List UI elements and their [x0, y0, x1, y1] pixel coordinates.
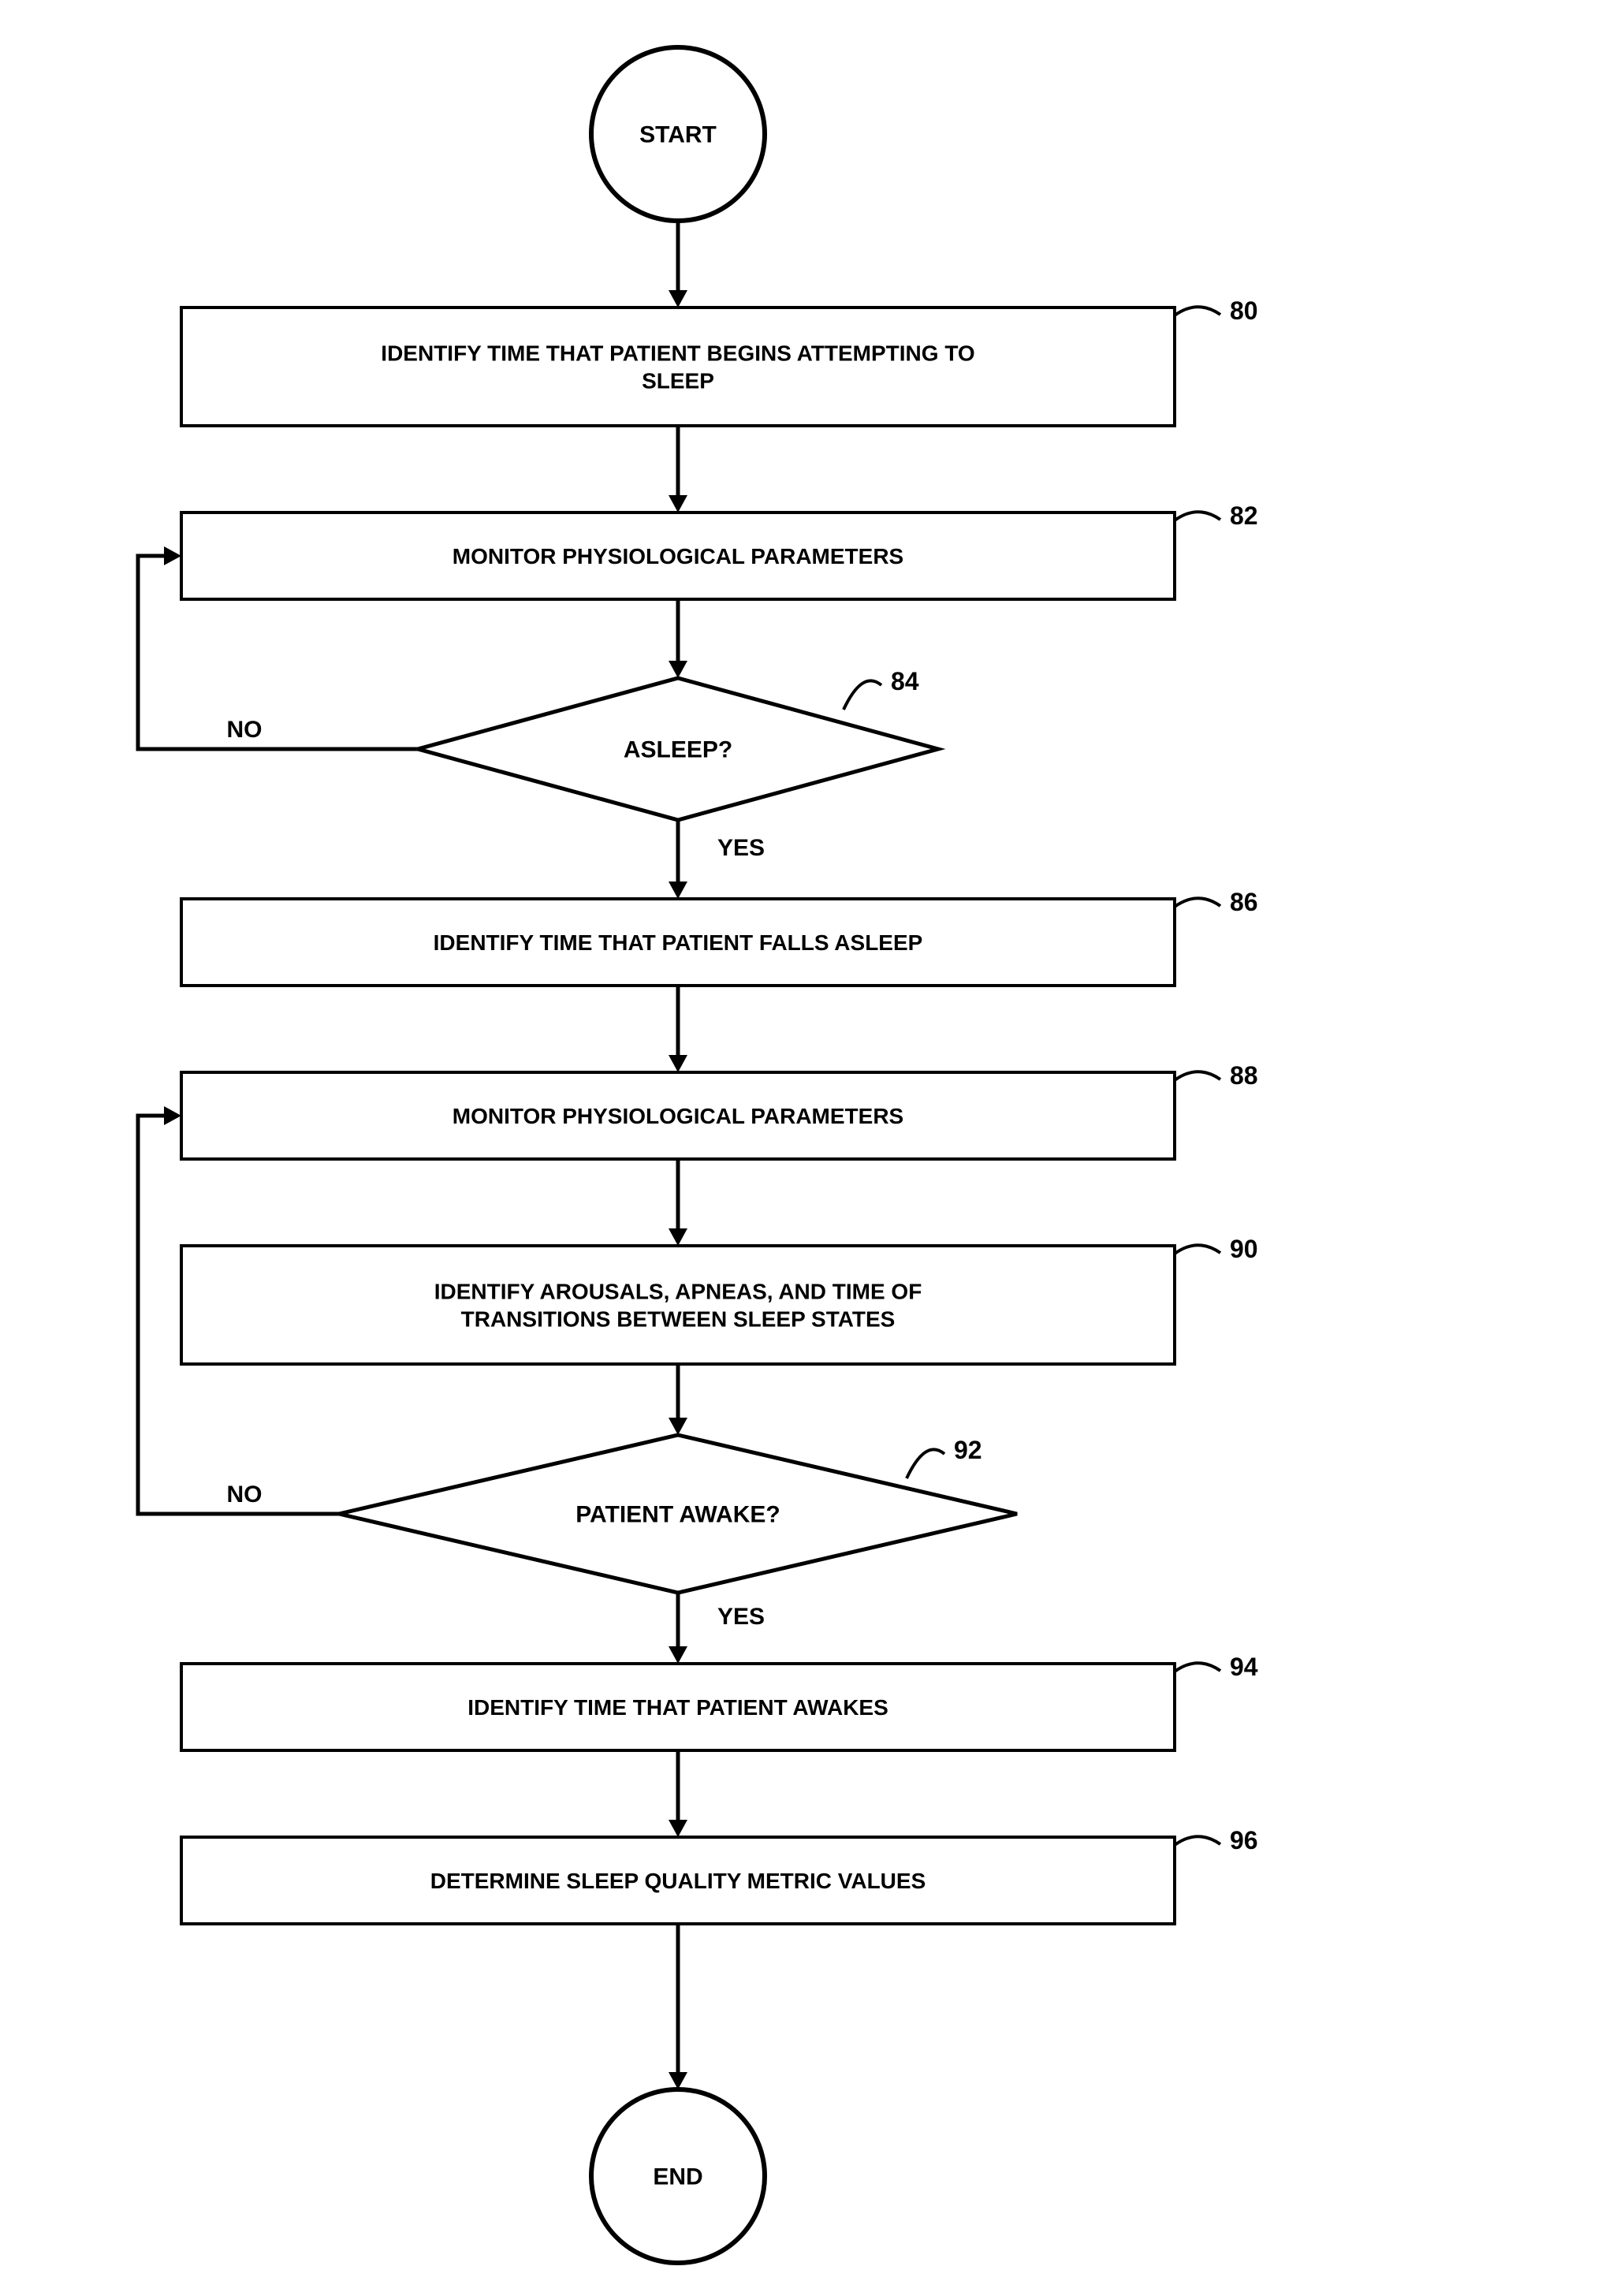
edge-e_82_84-arrow [669, 661, 687, 678]
ref-label-r84: 84 [891, 667, 919, 695]
step-box-96: DETERMINE SLEEP QUALITY METRIC VALUES [181, 1837, 1175, 1924]
step-box-82: MONITOR PHYSIOLOGICAL PARAMETERS [181, 512, 1175, 599]
start-label: START [639, 122, 717, 148]
edge-e_94_96-arrow [669, 1820, 687, 1837]
edge-e_80_82-arrow [669, 495, 687, 512]
ref-label-r94: 94 [1230, 1653, 1258, 1681]
ref-leader-r92 [907, 1449, 944, 1478]
ref-label-r90: 90 [1230, 1235, 1258, 1263]
sleep-quality-flowchart: START END IDENTIFY TIME THAT PATIENT BEG… [0, 0, 1624, 2296]
decision-84-label: ASLEEP? [624, 737, 732, 763]
end-terminal: END [591, 2089, 765, 2263]
step-box-90-text: IDENTIFY AROUSALS, APNEAS, AND TIME OFTR… [434, 1279, 922, 1331]
ref-leader-r82 [1175, 512, 1220, 520]
step-box-86-text: IDENTIFY TIME THAT PATIENT FALLS ASLEEP [434, 930, 923, 955]
edge-e_88_90-arrow [669, 1228, 687, 1246]
edge-label-no-84: NO [227, 717, 263, 743]
ref-label-r80: 80 [1230, 296, 1258, 325]
step-box-90: IDENTIFY AROUSALS, APNEAS, AND TIME OFTR… [181, 1246, 1175, 1364]
reference-labels: 80 82 84 86 88 90 92 94 96 [844, 296, 1258, 1854]
ref-label-r88: 88 [1230, 1061, 1258, 1090]
step-box-96-text: DETERMINE SLEEP QUALITY METRIC VALUES [430, 1869, 926, 1893]
step-box-82-text: MONITOR PHYSIOLOGICAL PARAMETERS [453, 544, 903, 568]
edge-label-no-92: NO [227, 1482, 263, 1508]
step-box-94-text: IDENTIFY TIME THAT PATIENT AWAKES [467, 1695, 888, 1720]
step-box-88: MONITOR PHYSIOLOGICAL PARAMETERS [181, 1072, 1175, 1159]
ref-leader-r94 [1175, 1663, 1220, 1672]
ref-label-r92: 92 [954, 1436, 982, 1464]
edge-e_84_no-arrow [164, 546, 181, 565]
ref-leader-r96 [1175, 1836, 1220, 1845]
edge-e_92_94-arrow [669, 1646, 687, 1664]
decision-92-label: PATIENT AWAKE? [575, 1502, 780, 1528]
start-terminal: START [591, 47, 765, 221]
decision-84: ASLEEP? [418, 678, 938, 820]
end-label: END [653, 2164, 702, 2190]
ref-leader-r90 [1175, 1245, 1220, 1254]
edge-e_86_88-arrow [669, 1055, 687, 1072]
step-box-80-text: IDENTIFY TIME THAT PATIENT BEGINS ATTEMP… [381, 341, 974, 393]
edge-e_92_no-arrow [164, 1106, 181, 1125]
edge-e_84_86-arrow [669, 882, 687, 899]
ref-label-r86: 86 [1230, 888, 1258, 916]
ref-leader-r88 [1175, 1072, 1220, 1080]
ref-leader-r84 [844, 680, 881, 710]
edge-label-yes-92: YES [717, 1604, 765, 1630]
edge-label-yes-84: YES [717, 835, 765, 861]
edge-e_start_80-arrow [669, 290, 687, 308]
edge-e_90_92-arrow [669, 1418, 687, 1435]
edges [138, 221, 687, 2089]
ref-label-r96: 96 [1230, 1826, 1258, 1854]
decision-92: PATIENT AWAKE? [339, 1435, 1017, 1593]
edge-e_96_end-arrow [669, 2072, 687, 2089]
edge-e_92_no [138, 1116, 339, 1514]
step-box-80: IDENTIFY TIME THAT PATIENT BEGINS ATTEMP… [181, 308, 1175, 426]
ref-leader-r80 [1175, 307, 1220, 315]
step-box-86: IDENTIFY TIME THAT PATIENT FALLS ASLEEP [181, 899, 1175, 986]
ref-leader-r86 [1175, 898, 1220, 907]
step-box-88-text: MONITOR PHYSIOLOGICAL PARAMETERS [453, 1104, 903, 1128]
ref-label-r82: 82 [1230, 501, 1258, 530]
step-box-94: IDENTIFY TIME THAT PATIENT AWAKES [181, 1664, 1175, 1750]
